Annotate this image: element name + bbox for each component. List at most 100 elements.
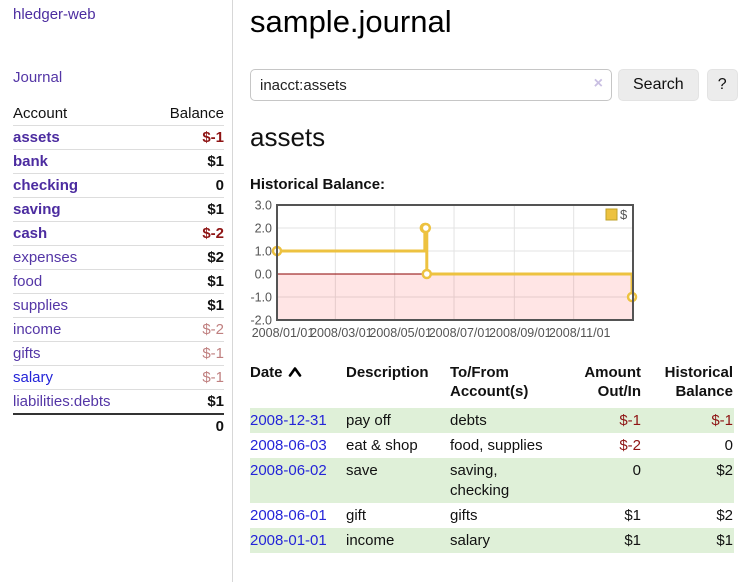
account-cell: bank [13, 149, 149, 174]
account-row: saving $1 [13, 197, 224, 222]
txn-accounts: food, supplies [450, 437, 543, 454]
transaction-row: 2008-06-02 save saving, checking 0 $2 [250, 458, 734, 503]
clear-search-icon[interactable]: × [593, 75, 603, 92]
transaction-row: 2008-01-01 income salary $1 $1 [250, 528, 734, 553]
legend-label: $ [620, 207, 628, 222]
txn-amount: 0 [632, 462, 641, 479]
account-link-food[interactable]: food [13, 273, 43, 290]
txn-date-cell: 2008-06-02 [250, 458, 346, 503]
account-link-checking[interactable]: checking [13, 177, 79, 194]
account-balance: $-2 [148, 221, 224, 246]
search-box: × [250, 69, 612, 101]
account-cell: assets [13, 125, 149, 150]
account-row: bank $1 [13, 149, 224, 174]
y-axis-tick-label: 0.0 [255, 268, 272, 282]
sidebar: hledger-web Journal Account Balance asse… [0, 0, 233, 582]
x-axis-tick-label: 2008/09/01 [489, 326, 552, 340]
search-button[interactable]: Search [618, 69, 699, 101]
account-cell: cash [13, 221, 149, 246]
txn-date-link[interactable]: 2008-12-31 [250, 412, 327, 429]
transaction-row: 2008-06-03 eat & shop food, supplies $-2 0 [250, 433, 734, 458]
account-link-supplies[interactable]: supplies [13, 297, 69, 314]
account-cell: food [13, 269, 149, 294]
txn-date-link[interactable]: 2008-06-01 [250, 507, 327, 524]
app-brand-link[interactable]: hledger-web [13, 6, 96, 23]
search-input[interactable] [250, 69, 612, 101]
plot-border [276, 204, 634, 321]
txn-balance: $-1 [711, 412, 733, 429]
txn-accounts: salary [450, 532, 491, 549]
account-row: gifts $-1 [13, 341, 224, 366]
account-balance: $1 [148, 389, 224, 415]
account-link-cash[interactable]: cash [13, 225, 48, 242]
txn-date-link[interactable]: 2008-06-03 [250, 437, 327, 454]
register-header-description: Description [346, 364, 429, 381]
txn-date-link[interactable]: 2008-06-02 [250, 462, 327, 479]
account-cell: expenses [13, 245, 149, 270]
account-balance: $1 [148, 149, 224, 174]
register-header-date[interactable]: Date [250, 363, 346, 408]
txn-date-cell: 2008-06-01 [250, 503, 346, 528]
account-balance: $-1 [148, 125, 224, 150]
account-link-assets[interactable]: assets [13, 129, 60, 146]
account-link-income[interactable]: income [13, 321, 62, 338]
account-row: assets $-1 [13, 125, 224, 150]
x-axis-tick-label: 2008/05/01 [369, 326, 432, 340]
chart-canvas: $ -2.0 -1.0 0.0 1.0 2.0 3.0 2008/01/012008/03/0… [250, 199, 638, 340]
account-link-salary[interactable]: salary [13, 369, 54, 386]
account-row: food $1 [13, 269, 224, 294]
txn-balance: $1 [716, 532, 733, 549]
account-row: supplies $1 [13, 293, 224, 318]
txn-date-link[interactable]: 2008-01-01 [250, 532, 327, 549]
account-link-gifts[interactable]: gifts [13, 345, 41, 362]
sort-asc-icon [288, 367, 301, 377]
legend-swatch [605, 208, 618, 221]
accounts-total-value: 0 [148, 413, 224, 438]
account-heading: assets [250, 122, 326, 152]
sidebar-item-journal[interactable]: Journal [13, 69, 63, 86]
txn-accounts: saving, checking [450, 462, 510, 499]
account-cell: salary [13, 365, 149, 390]
account-cell: income [13, 317, 149, 342]
txn-accounts: gifts [450, 507, 478, 524]
account-balance: $1 [148, 197, 224, 222]
account-cell: supplies [13, 293, 149, 318]
account-balance: $1 [148, 293, 224, 318]
accounts-total-row: 0 [13, 413, 224, 438]
txn-date-cell: 2008-12-31 [250, 408, 346, 433]
historical-balance-chart: $ -2.0 -1.0 0.0 1.0 2.0 3.0 2008/01/01 2008/03/0… [240, 199, 642, 344]
page-title: sample.journal [250, 4, 452, 39]
accounts-total-spacer [13, 413, 149, 438]
txn-balance: 0 [724, 437, 733, 454]
account-balance: $2 [148, 245, 224, 270]
account-cell: saving [13, 197, 149, 222]
account-cell: gifts [13, 341, 149, 366]
account-cell: checking [13, 173, 149, 198]
y-axis-tick-label: 1.0 [255, 245, 272, 259]
help-button[interactable]: ? [706, 69, 738, 101]
txn-date-cell: 2008-06-03 [250, 433, 346, 458]
account-link-saving[interactable]: saving [13, 201, 61, 218]
search-bar: × Search ? [250, 69, 738, 101]
main-content: sample.journal × Search ? assets Histori… [233, 0, 742, 582]
account-link-expenses[interactable]: expenses [13, 249, 78, 266]
txn-balance: $2 [716, 462, 733, 479]
y-axis-tick-label: 2.0 [255, 222, 272, 236]
y-axis-tick-label: 3.0 [255, 200, 272, 213]
account-row: checking 0 [13, 173, 224, 198]
account-link-liabilities-debts[interactable]: liabilities:debts [13, 393, 111, 410]
account-row: income $-2 [13, 317, 224, 342]
data-point-marker [421, 268, 433, 280]
account-row: cash $-2 [13, 221, 224, 246]
account-balance: $-1 [148, 341, 224, 366]
x-axis-tick-label: 2008/07/01 [429, 326, 492, 340]
txn-amount: $1 [624, 532, 641, 549]
account-row: liabilities:debts $1 [13, 389, 224, 415]
account-link-bank[interactable]: bank [13, 153, 49, 170]
register-header-tofrom: To/From Account(s) [450, 364, 529, 400]
register-table: Date Description To/From Account(s) Amount Ou… [250, 363, 734, 553]
txn-date-cell: 2008-01-01 [250, 528, 346, 553]
txn-accounts: debts [450, 412, 487, 429]
negative-region [277, 274, 633, 320]
account-row: expenses $2 [13, 245, 224, 270]
